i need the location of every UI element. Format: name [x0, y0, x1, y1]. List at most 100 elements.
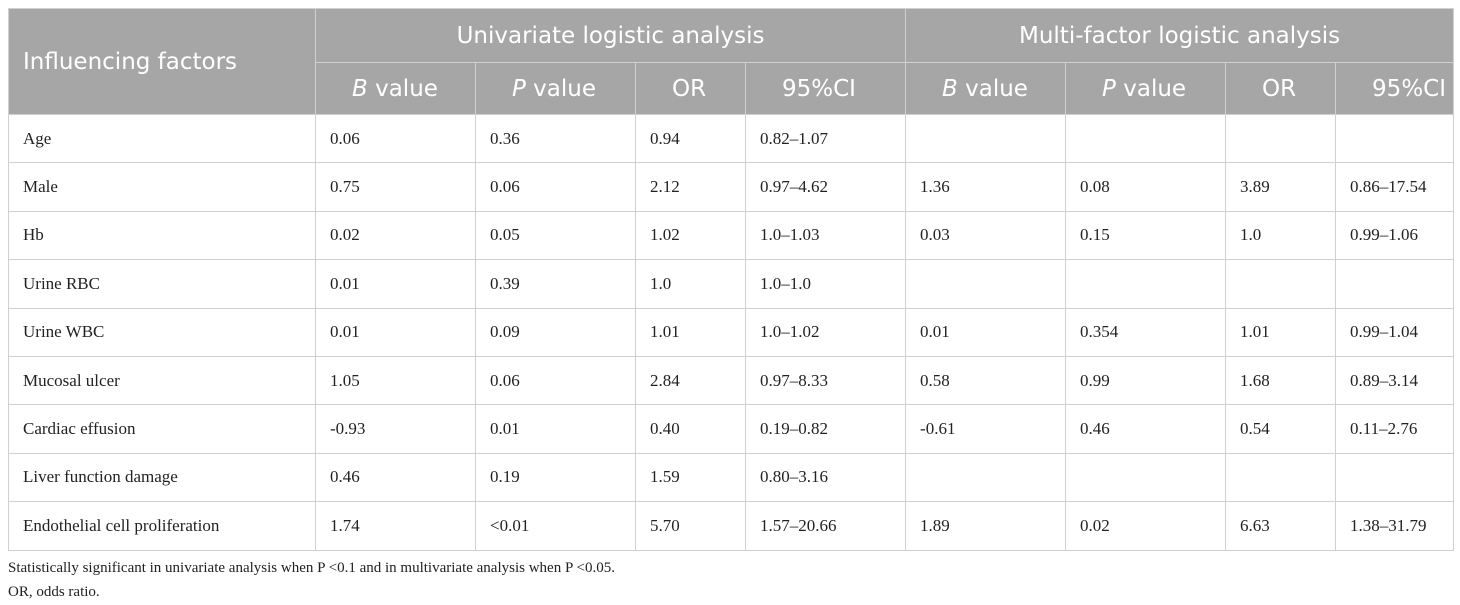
cell: 0.97–8.33: [744, 355, 907, 406]
cell: 0.54: [1225, 404, 1337, 454]
header-cell: Univariate logistic analysis: [314, 8, 907, 63]
cell: 0.01: [315, 259, 476, 309]
table-row: Male 0.75 0.06 2.12 0.97–4.62 1.36 0.08 3.89 0.8…: [8, 162, 1455, 212]
table-row: Liver function damage 0.46 0.19 1.59 0.80–3.…: [8, 452, 1455, 503]
row-label: Liver function damage: [8, 452, 316, 503]
cell: 1.0: [1225, 210, 1337, 261]
cell: 0.39: [475, 259, 636, 309]
row-label: Urine WBC: [8, 307, 316, 357]
cell: [1335, 259, 1455, 309]
cell: 5.70: [635, 501, 746, 551]
cell: 1.01: [635, 307, 746, 357]
cell: <0.01: [475, 501, 636, 551]
cell: 0.01: [315, 307, 476, 357]
cell: 0.01: [905, 307, 1067, 357]
cell: 0.99: [1065, 355, 1227, 406]
cell: 0.09: [475, 307, 636, 357]
cell: 2.84: [635, 355, 746, 406]
cell: 1.68: [1225, 355, 1337, 406]
table-row: Cardiac effusion -0.93 0.01 0.40 0.19–0.82 -0…: [8, 404, 1455, 454]
footnote: Statistically significant in univariate …: [8, 560, 615, 576]
cell: 0.89–3.14: [1335, 355, 1455, 406]
cell: 0.82–1.07: [744, 113, 907, 164]
subheader-cell: B value: [315, 62, 476, 115]
cell: 0.94: [635, 113, 746, 164]
cell: 0.75: [315, 162, 476, 212]
footnote: OR, odds ratio.: [8, 584, 100, 600]
cell: 0.06: [475, 162, 636, 212]
cell: 1.05: [315, 355, 476, 406]
cell: 0.58: [905, 355, 1067, 406]
cell: [905, 113, 1067, 164]
cell: [1065, 113, 1227, 164]
row-label: Hb: [8, 210, 316, 261]
data-table: Influencing factors Univariate logistic …: [8, 8, 1455, 551]
row-label: Male: [8, 162, 316, 212]
cell: 1.01: [1225, 307, 1337, 357]
cell: 6.63: [1225, 501, 1337, 551]
subheader-cell: P value: [475, 62, 636, 115]
cell: 0.11–2.76: [1335, 404, 1455, 454]
cell: -0.93: [315, 404, 476, 454]
table-row: Hb 0.02 0.05 1.02 1.0–1.03 0.03 0.15 1.0 0.99–1.…: [8, 210, 1455, 261]
cell: [1225, 113, 1337, 164]
row-label: Urine RBC: [8, 259, 316, 309]
cell: 1.0–1.02: [744, 307, 907, 357]
row-label: Age: [8, 113, 316, 164]
cell: 0.97–4.62: [744, 162, 907, 212]
subheader-cell: P value: [1065, 62, 1227, 115]
subheader-cell: 95%CI: [744, 62, 907, 115]
cell: 0.80–3.16: [744, 452, 907, 503]
cell: 0.08: [1065, 162, 1227, 212]
cell: 1.0–1.03: [744, 210, 907, 261]
cell: 0.05: [475, 210, 636, 261]
cell: 0.99–1.04: [1335, 307, 1455, 357]
row-label: Cardiac effusion: [8, 404, 316, 454]
cell: [1065, 259, 1227, 309]
cell: [905, 452, 1067, 503]
cell: [1335, 113, 1455, 164]
cell: 0.02: [1065, 501, 1227, 551]
table-row: Mucosal ulcer 1.05 0.06 2.84 0.97–8.33 0.58 0.…: [8, 355, 1455, 406]
row-label: Mucosal ulcer: [8, 355, 316, 406]
cell: [1065, 452, 1227, 503]
cell: [905, 259, 1067, 309]
cell: 1.59: [635, 452, 746, 503]
header-cell: Influencing factors: [8, 8, 316, 115]
cell: 1.36: [905, 162, 1067, 212]
table-body: Age 0.06 0.36 0.94 0.82–1.07 Male 0.75 0.06 2.12…: [8, 113, 1455, 551]
cell: 0.06: [475, 355, 636, 406]
subheader-cell: OR: [635, 62, 746, 115]
cell: 1.02: [635, 210, 746, 261]
subheader-cell: OR: [1225, 62, 1337, 115]
cell: 0.15: [1065, 210, 1227, 261]
cell: [1225, 259, 1337, 309]
cell: [1225, 452, 1337, 503]
subheader-cell: 95%CI: [1335, 62, 1455, 115]
cell: 1.0: [635, 259, 746, 309]
table-row: Age 0.06 0.36 0.94 0.82–1.07: [8, 113, 1455, 164]
cell: -0.61: [905, 404, 1067, 454]
cell: 0.01: [475, 404, 636, 454]
cell: 0.99–1.06: [1335, 210, 1455, 261]
footnotes: Statistically significant in univariate …: [8, 556, 615, 604]
cell: 0.02: [315, 210, 476, 261]
cell: 3.89: [1225, 162, 1337, 212]
cell: 1.38–31.79: [1335, 501, 1455, 551]
cell: 0.46: [1065, 404, 1227, 454]
table-row: Endothelial cell proliferation 1.74 <0.01 5…: [8, 501, 1455, 551]
cell: 0.03: [905, 210, 1067, 261]
cell: 0.46: [315, 452, 476, 503]
cell: 1.57–20.66: [744, 501, 907, 551]
cell: 0.06: [315, 113, 476, 164]
header-cell: Multi-factor logistic analysis: [905, 8, 1455, 63]
cell: 0.354: [1065, 307, 1227, 357]
cell: 1.0–1.0: [744, 259, 907, 309]
cell: 0.19: [475, 452, 636, 503]
cell: 2.12: [635, 162, 746, 212]
cell: 0.19–0.82: [744, 404, 907, 454]
cell: 0.40: [635, 404, 746, 454]
cell: 0.36: [475, 113, 636, 164]
subheader-cell: B value: [905, 62, 1067, 115]
